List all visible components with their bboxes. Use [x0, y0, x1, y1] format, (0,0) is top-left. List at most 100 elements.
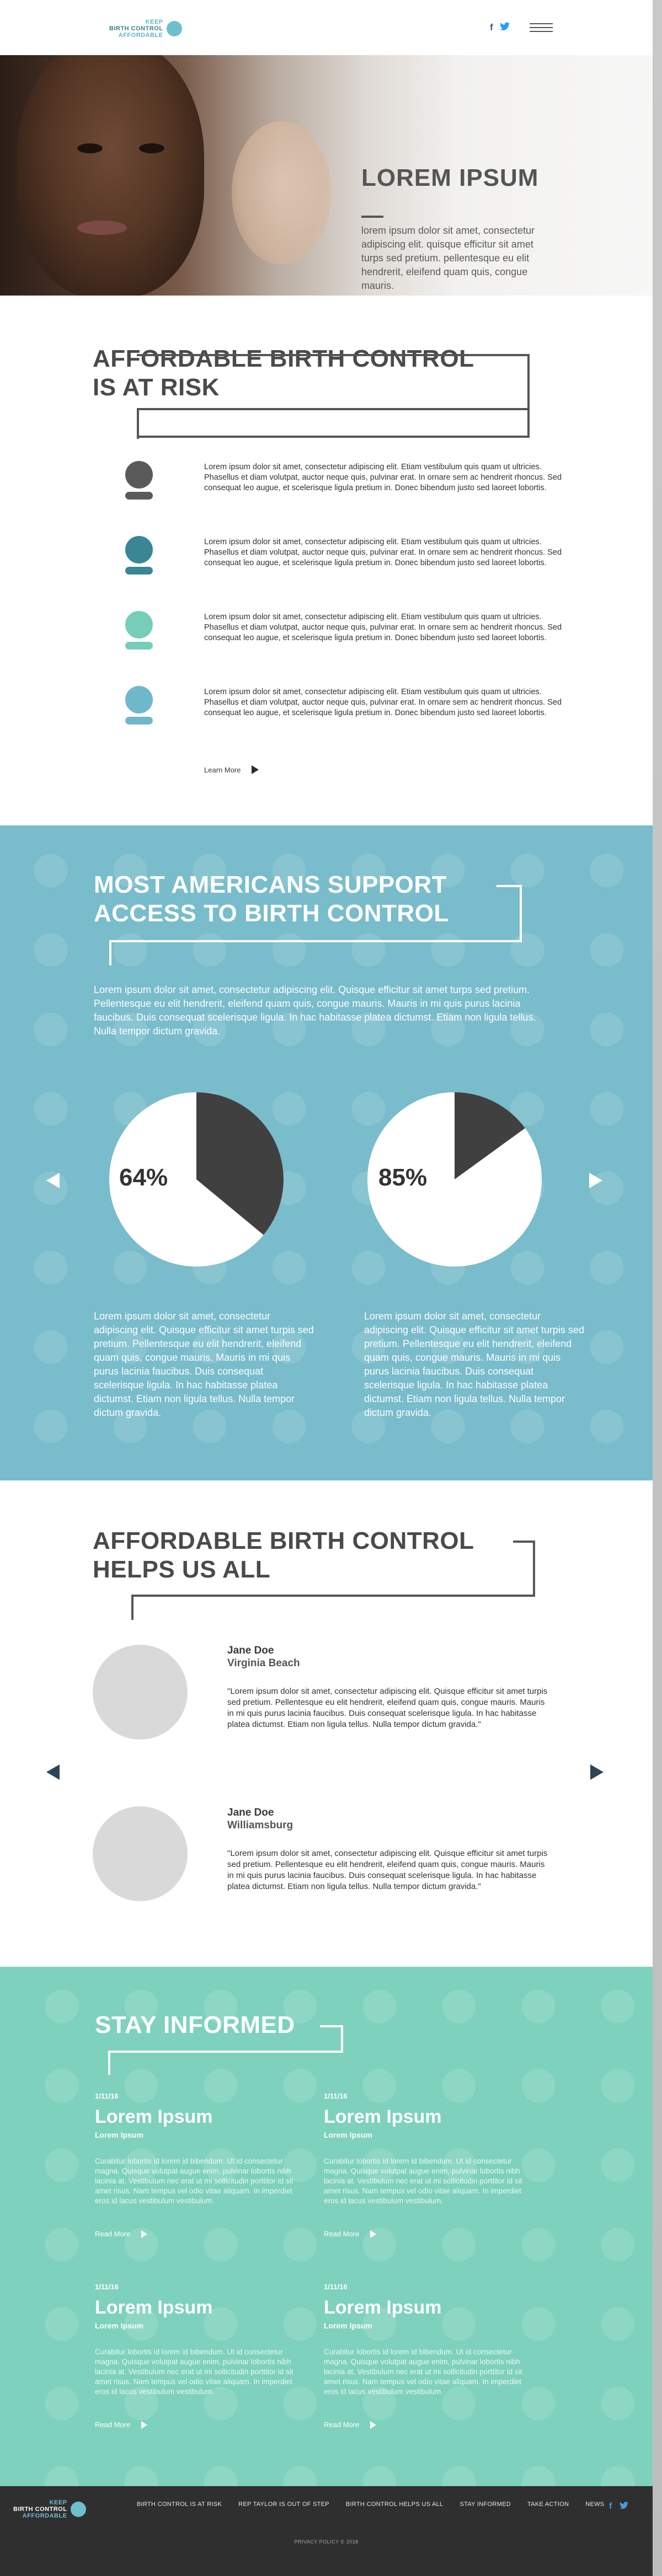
testimonial-2-name: Jane Doe [227, 1807, 274, 1818]
person-icon [125, 536, 153, 575]
post-title[interactable]: Lorem Ipsum [95, 2297, 213, 2318]
person-icon [125, 686, 153, 724]
footer-facebook-icon[interactable]: f [609, 2502, 612, 2511]
risk-bracket-left [137, 408, 139, 439]
logo-line-3: AFFORDABLE [118, 32, 163, 39]
hero-eye-right [139, 143, 164, 153]
play-arrow-icon [252, 765, 259, 774]
footer-logo-mark-icon [70, 2502, 86, 2517]
hero-divider [361, 216, 383, 218]
testimonial-prev-icon[interactable] [46, 1764, 60, 1780]
post-subtitle: Lorem Ipsum [324, 2321, 372, 2330]
read-more-link[interactable]: Read More [324, 2421, 377, 2429]
informed-section: STAY INFORMED 1/11/16 Lorem Ipsum Lorem Ip… [0, 1967, 653, 2486]
twitter-icon[interactable] [499, 22, 510, 34]
hero-eye-left [77, 143, 103, 153]
risk-item-text: Lorem ipsum dolor sit amet, consectetur … [204, 538, 562, 567]
testimonial-1-location: Virginia Beach [227, 1657, 300, 1669]
read-more-link[interactable]: Read More [95, 2230, 148, 2238]
post-date: 1/11/16 [95, 2092, 119, 2100]
hero-banner: LOREM IPSUM lorem ipsum dolor sit amet, … [0, 55, 653, 296]
post-body: Curabitur lobortis id lorem id bibendum.… [324, 2157, 522, 2205]
pie-chart-1: 64% [108, 1091, 285, 1268]
stat-2-text: Lorem ipsum dolor sit amet, consectetur … [364, 1311, 584, 1418]
risk-item-text: Lorem ipsum dolor sit amet, consectetur … [204, 613, 562, 642]
site-header: KEEP BIRTH CONTROL AFFORDABLE f [0, 0, 653, 55]
footer-nav-item[interactable]: REP TAYLOR IS OUT OF STEP [238, 2501, 329, 2508]
support-section-title: MOST AMERICANS SUPPORT ACCESS TO BIRTH C… [94, 871, 449, 927]
footer-logo-line-2: BIRTH CONTROL [13, 2506, 67, 2513]
risk-item-text: Lorem ipsum dolor sit amet, consectetur … [204, 463, 562, 492]
footer-nav: BIRTH CONTROL IS AT RISK REP TAYLOR IS OU… [137, 2501, 604, 2508]
pie-1-slice [196, 1092, 284, 1235]
pie-1-label: 64% [119, 1164, 168, 1191]
site-footer: KEEP BIRTH CONTROL AFFORDABLE BIRTH CONT… [0, 2486, 653, 2576]
risk-bracket-bottom [137, 408, 530, 410]
helps-section-title: AFFORDABLE BIRTH CONTROL HELPS US ALL [93, 1527, 474, 1583]
support-intro: Lorem ipsum dolor sit amet, consectetur … [94, 984, 536, 1037]
risk-item-text: Lorem ipsum dolor sit amet, consectetur … [204, 688, 562, 717]
post-body: Curabitur lobortis id lorem id bibendum.… [95, 2348, 293, 2396]
play-arrow-icon [370, 2230, 377, 2238]
support-section: MOST AMERICANS SUPPORT ACCESS TO BIRTH C… [0, 825, 653, 1480]
testimonial-2-quote: "Lorem ipsum dolor sit amet, consectetur… [227, 1849, 548, 1891]
person-icon [125, 611, 153, 650]
stat-1-text: Lorem ipsum dolor sit amet, consectetur … [94, 1311, 314, 1418]
pie-2-slice [455, 1092, 525, 1179]
footer-nav-item[interactable]: BIRTH CONTROL HELPS US ALL [345, 2501, 444, 2508]
post-date: 1/11/16 [95, 2283, 119, 2291]
brand-logo[interactable]: KEEP BIRTH CONTROL AFFORDABLE [109, 19, 182, 39]
avatar [93, 1806, 188, 1901]
post-title[interactable]: Lorem Ipsum [95, 2106, 213, 2127]
footer-nav-item[interactable]: TAKE ACTION [527, 2501, 569, 2508]
carousel-next-icon[interactable] [589, 1173, 602, 1188]
pie-chart-2: 85% [366, 1091, 543, 1268]
risk-item: Lorem ipsum dolor sit amet, consectetur … [121, 686, 563, 741]
post-subtitle: Lorem Ipsum [324, 2130, 372, 2139]
pie-2-label: 85% [378, 1164, 428, 1191]
facebook-icon[interactable]: f [490, 22, 493, 33]
footer-nav-item[interactable]: STAY INFORMED [460, 2501, 511, 2508]
scrollbar[interactable] [653, 0, 662, 2576]
footer-nav-item[interactable]: NEWS [585, 2501, 605, 2508]
post-body: Curabitur lobortis id lorem id bibendum.… [324, 2348, 522, 2396]
footer-logo-line-1: KEEP [49, 2499, 67, 2506]
footer-logo-line-3: AFFORDABLE [22, 2513, 67, 2519]
post-date: 1/11/16 [324, 2283, 348, 2291]
post-title[interactable]: Lorem Ipsum [324, 2297, 442, 2318]
post-subtitle: Lorem Ipsum [95, 2321, 143, 2330]
risk-bracket-right [527, 354, 530, 410]
carousel-prev-icon[interactable] [46, 1173, 60, 1188]
read-more-link[interactable]: Read More [95, 2421, 148, 2429]
post-subtitle: Lorem Ipsum [95, 2130, 143, 2139]
hero-lips [77, 221, 127, 235]
copyright: PRIVACY POLICY © 2018 [294, 2539, 359, 2545]
read-more-link[interactable]: Read More [324, 2230, 377, 2238]
footer-brand-logo[interactable]: KEEP BIRTH CONTROL AFFORDABLE [13, 2499, 86, 2519]
testimonial-2-location: Williamsburg [227, 1820, 293, 1831]
post-body: Curabitur lobortis id lorem id bibendum.… [95, 2157, 293, 2205]
post-title[interactable]: Lorem Ipsum [324, 2106, 442, 2127]
informed-section-title: STAY INFORMED [95, 2011, 295, 2038]
hero-portrait [17, 55, 204, 296]
footer-twitter-icon[interactable] [620, 2502, 629, 2512]
hero-title: LOREM IPSUM [361, 164, 539, 191]
play-arrow-icon [141, 2421, 148, 2429]
avatar [93, 1645, 188, 1740]
footer-nav-item[interactable]: BIRTH CONTROL IS AT RISK [137, 2501, 222, 2508]
learn-more-link[interactable]: Learn More [204, 765, 259, 774]
logo-line-2: BIRTH CONTROL [109, 25, 163, 32]
risk-item: Lorem ipsum dolor sit amet, consectetur … [121, 536, 563, 591]
social-links: f [490, 22, 510, 34]
testimonial-next-icon[interactable] [590, 1764, 604, 1780]
hero-text: lorem ipsum dolor sit amet, consectetur … [361, 225, 535, 291]
risk-section-title: AFFORDABLE BIRTH CONTROL IS AT RISK [93, 345, 474, 401]
play-arrow-icon [370, 2421, 377, 2429]
person-icon [125, 461, 153, 500]
post-date: 1/11/16 [324, 2092, 348, 2100]
hamburger-menu-icon[interactable] [530, 23, 553, 35]
risk-item: Lorem ipsum dolor sit amet, consectetur … [121, 611, 563, 666]
logo-mark-icon [166, 21, 182, 36]
testimonial-1-name: Jane Doe [227, 1645, 274, 1656]
